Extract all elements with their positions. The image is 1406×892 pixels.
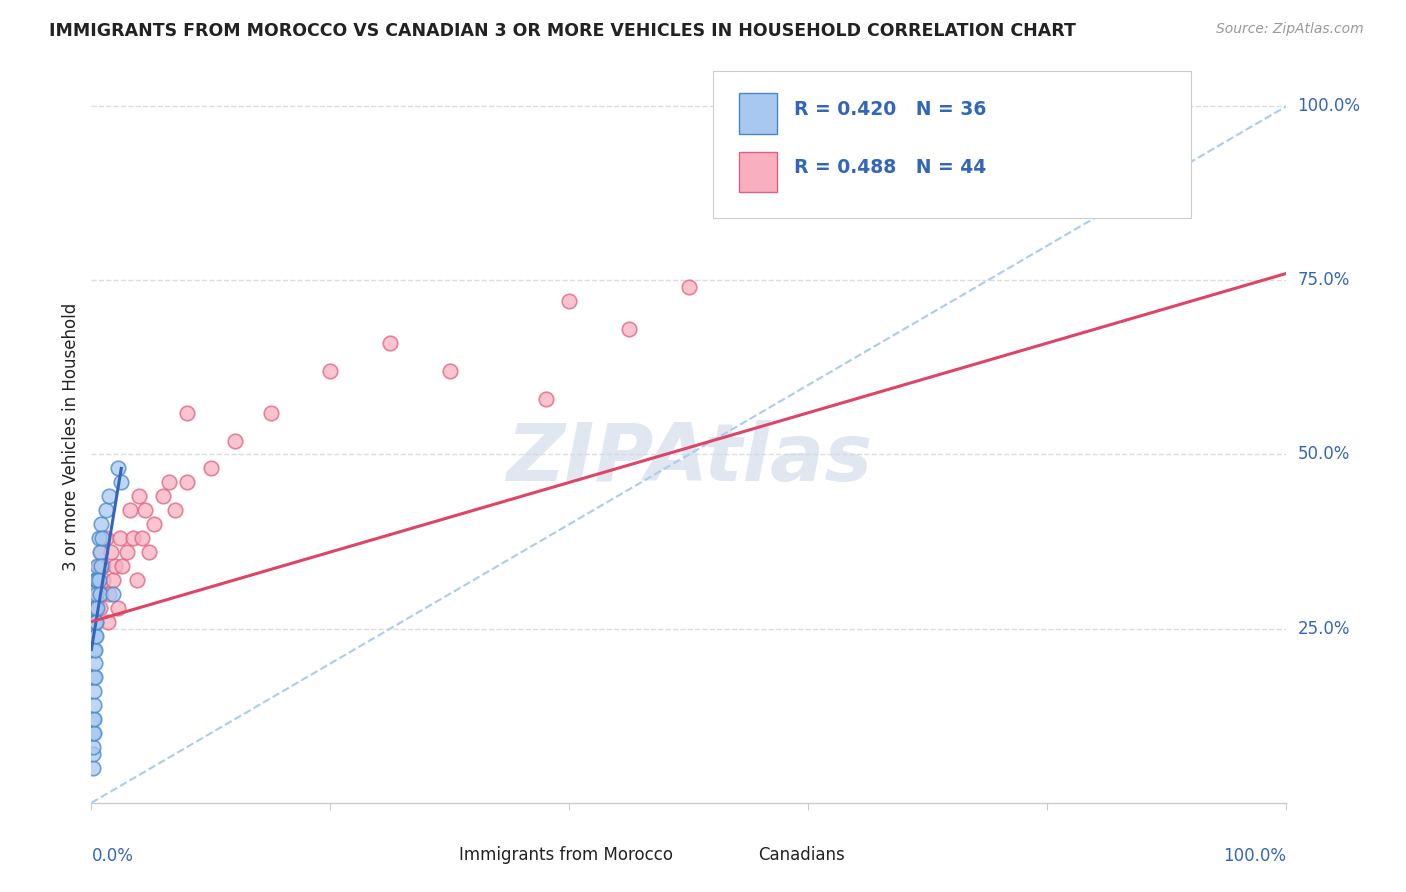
Point — [107, 600, 129, 615]
Point — [83, 600, 105, 615]
Point — [89, 587, 111, 601]
Text: 100.0%: 100.0% — [1298, 97, 1361, 115]
Point — [224, 434, 246, 448]
Point — [122, 531, 145, 545]
Point — [90, 517, 112, 532]
Point — [115, 545, 138, 559]
Point — [101, 573, 124, 587]
Point — [678, 280, 700, 294]
Text: Source: ZipAtlas.com: Source: ZipAtlas.com — [1216, 22, 1364, 37]
Point — [84, 600, 107, 615]
Point — [84, 615, 107, 629]
Point — [89, 545, 111, 559]
Point — [83, 670, 105, 684]
Point — [86, 587, 108, 601]
Point — [82, 740, 104, 755]
Point — [111, 558, 134, 573]
Point — [82, 761, 104, 775]
FancyBboxPatch shape — [725, 839, 751, 872]
Point — [97, 615, 120, 629]
Point — [773, 113, 796, 128]
Point — [98, 489, 121, 503]
Point — [87, 558, 110, 573]
Text: 25.0%: 25.0% — [1298, 620, 1350, 638]
Point — [82, 712, 104, 726]
Point — [84, 615, 107, 629]
Point — [94, 503, 117, 517]
Point — [91, 587, 114, 601]
Point — [93, 558, 114, 573]
Point — [86, 558, 108, 573]
Point — [110, 475, 132, 490]
Text: ZIPAtlas: ZIPAtlas — [506, 420, 872, 498]
Text: 50.0%: 50.0% — [1298, 445, 1350, 464]
Point — [82, 747, 104, 761]
Point — [142, 517, 165, 532]
Point — [100, 545, 122, 559]
Point — [87, 531, 110, 545]
Point — [91, 531, 114, 545]
Point — [83, 712, 105, 726]
Point — [90, 545, 112, 559]
Point — [83, 684, 105, 698]
Point — [619, 322, 641, 336]
Point — [83, 642, 105, 657]
FancyBboxPatch shape — [713, 71, 1191, 218]
Point — [125, 573, 148, 587]
Point — [128, 489, 150, 503]
Text: R = 0.420   N = 36: R = 0.420 N = 36 — [794, 100, 987, 119]
FancyBboxPatch shape — [740, 94, 778, 134]
Point — [259, 406, 281, 420]
Y-axis label: 3 or more Vehicles in Household: 3 or more Vehicles in Household — [62, 303, 80, 571]
Point — [108, 531, 131, 545]
Point — [118, 503, 141, 517]
Point — [86, 600, 108, 615]
Point — [87, 573, 110, 587]
Point — [84, 573, 107, 587]
Point — [84, 642, 107, 657]
Text: Immigrants from Morocco: Immigrants from Morocco — [460, 847, 673, 864]
FancyBboxPatch shape — [740, 152, 778, 192]
Text: Canadians: Canadians — [758, 847, 845, 864]
Text: 75.0%: 75.0% — [1298, 271, 1350, 289]
Text: 0.0%: 0.0% — [91, 847, 134, 864]
Point — [94, 531, 117, 545]
Point — [86, 573, 108, 587]
Text: 100.0%: 100.0% — [1223, 847, 1286, 864]
Point — [82, 726, 104, 740]
Point — [439, 364, 461, 378]
Point — [534, 392, 557, 406]
Point — [138, 545, 160, 559]
Point — [93, 573, 114, 587]
Point — [84, 657, 107, 671]
Point — [558, 294, 581, 309]
Point — [134, 503, 156, 517]
Point — [83, 726, 105, 740]
Point — [319, 364, 342, 378]
Point — [84, 573, 107, 587]
Point — [84, 629, 107, 643]
Point — [104, 558, 127, 573]
Point — [378, 336, 402, 351]
Point — [90, 558, 112, 573]
Point — [84, 615, 107, 629]
Text: R = 0.488   N = 44: R = 0.488 N = 44 — [794, 159, 987, 178]
Point — [101, 587, 124, 601]
Point — [157, 475, 180, 490]
Point — [176, 406, 198, 420]
Point — [131, 531, 153, 545]
Text: IMMIGRANTS FROM MOROCCO VS CANADIAN 3 OR MORE VEHICLES IN HOUSEHOLD CORRELATION : IMMIGRANTS FROM MOROCCO VS CANADIAN 3 OR… — [49, 22, 1076, 40]
FancyBboxPatch shape — [426, 839, 453, 872]
Point — [83, 698, 105, 713]
Point — [89, 600, 111, 615]
Point — [200, 461, 222, 475]
Point — [152, 489, 174, 503]
Point — [84, 670, 107, 684]
Point — [84, 587, 107, 601]
Point — [176, 475, 198, 490]
Point — [163, 503, 186, 517]
Point — [84, 629, 107, 643]
Point — [107, 461, 129, 475]
Point — [98, 587, 121, 601]
